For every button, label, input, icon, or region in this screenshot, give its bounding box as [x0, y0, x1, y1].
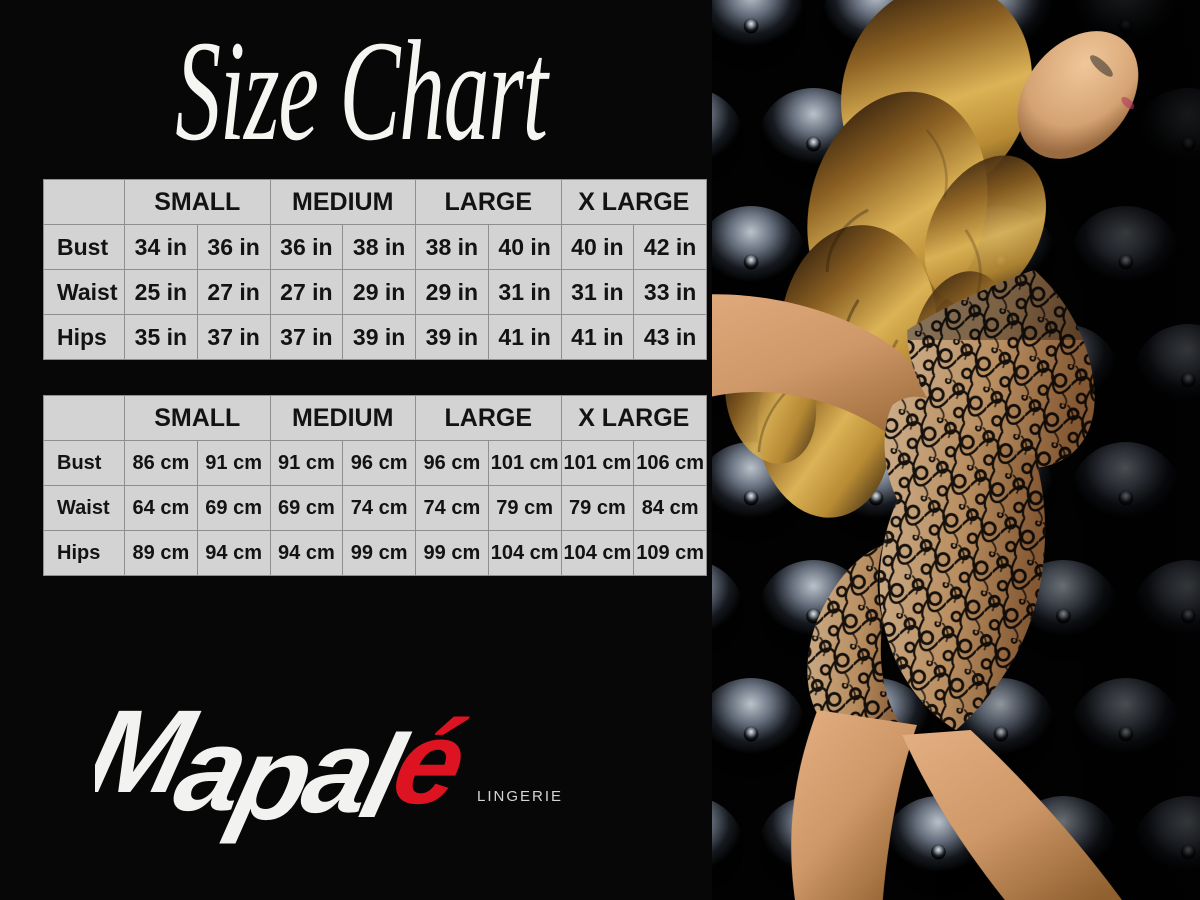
svg-text:Mapalé: Mapalé [95, 687, 480, 845]
